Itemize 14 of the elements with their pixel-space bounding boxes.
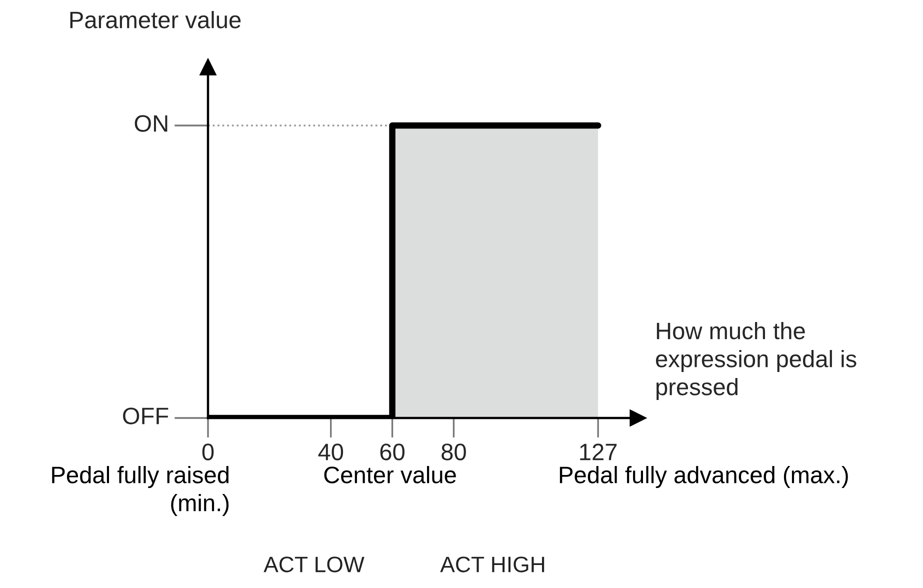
text: Pedal fully raised (min.) <box>52 466 229 516</box>
text: ACT HIGH <box>440 556 544 572</box>
x-axis-title: How much the expression pedal is pressed <box>656 322 856 400</box>
text: Center value <box>324 466 456 484</box>
x-tick-label: 0 <box>202 444 214 460</box>
text: ACT LOW <box>264 556 364 572</box>
x-tick-label: 40 <box>318 444 344 460</box>
annotation: OFF <box>123 408 168 424</box>
x-tick-label: 127 <box>580 444 617 460</box>
x-tick-label: 80 <box>442 444 466 460</box>
annotation: ON <box>134 115 168 132</box>
text: Pedal fully advanced (max.) <box>560 466 848 488</box>
x-tick-label: 60 <box>380 444 404 460</box>
y-axis-title: Parameter value <box>70 10 241 28</box>
